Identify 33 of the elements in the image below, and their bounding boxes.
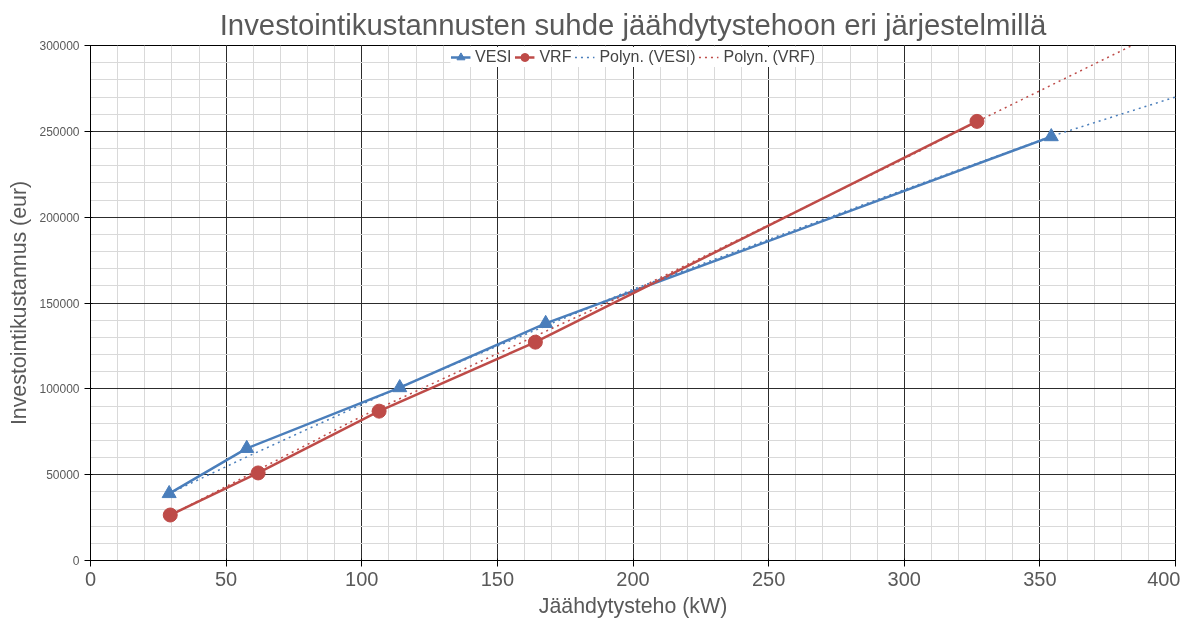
x-tick-label: 250	[751, 567, 786, 590]
x-tick-label: 350	[1023, 567, 1057, 590]
point	[538, 314, 554, 328]
point	[969, 113, 985, 129]
x-axis-title: Jäähdytysteho (kW)	[538, 593, 728, 618]
x-tick-label: 0	[84, 567, 97, 590]
y-tick-label: 300000	[39, 39, 80, 53]
y-tick-label: 150000	[39, 296, 80, 311]
point	[371, 403, 387, 419]
y-tick-label: 100000	[39, 382, 80, 397]
point	[162, 507, 178, 523]
legend-label: VRF	[539, 48, 572, 66]
x-tick-label: 200	[616, 567, 650, 590]
y-tick-label: 250000	[39, 124, 80, 139]
point	[161, 484, 177, 499]
point	[392, 379, 408, 393]
legend-label: Polyn. (VESI)	[599, 48, 696, 66]
x-tick-label: 150	[480, 567, 515, 590]
point	[1043, 128, 1059, 142]
x-tick-label: 300	[887, 567, 921, 590]
legend-label: Polyn. (VRF)	[723, 48, 816, 66]
y-tick-label: 200000	[39, 210, 80, 225]
point	[239, 439, 255, 453]
point	[527, 334, 543, 350]
y-tick-label: 50000	[46, 468, 80, 483]
chart-title: Investointikustannusten suhde jäähdytystehoon eri järjestelmillä	[219, 7, 1047, 41]
y-axis-title: Investointikustannus (eur)	[7, 180, 32, 426]
point	[250, 465, 266, 481]
legend-label: VESI	[474, 48, 512, 66]
x-tick-label: 50	[215, 567, 238, 590]
y-tick-label: 0	[72, 554, 80, 568]
x-tick-label: 100	[345, 567, 379, 590]
x-tick-label: 400	[1147, 567, 1181, 590]
